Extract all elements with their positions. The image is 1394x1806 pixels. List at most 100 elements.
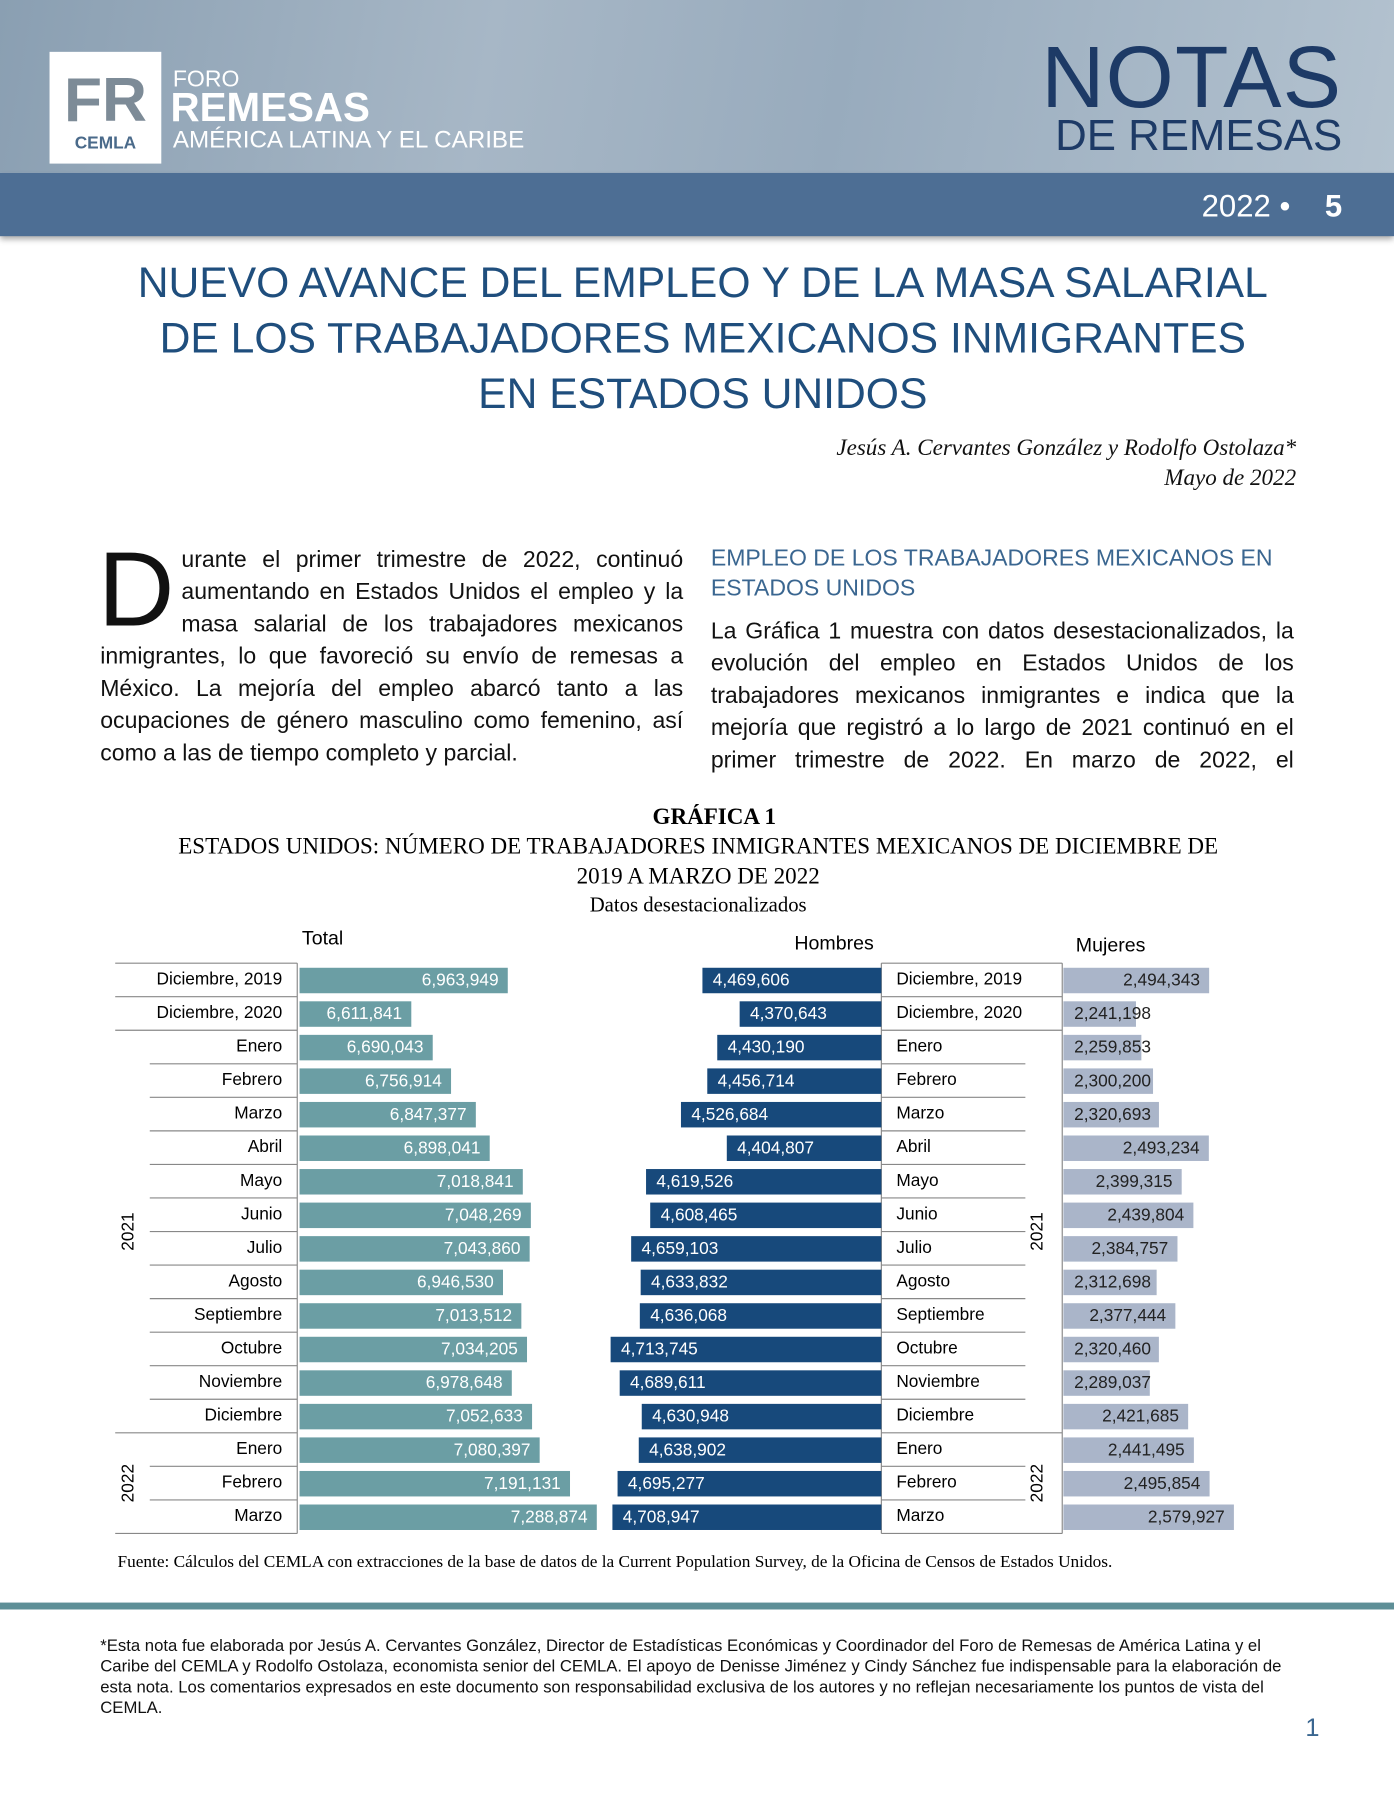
bar [299, 1135, 490, 1161]
series-header: Total [302, 928, 343, 950]
category-label: Febrero [222, 1069, 282, 1089]
value-label: 4,469,606 [713, 970, 790, 990]
value-label: 7,013,512 [435, 1305, 512, 1325]
intro-text: urante el primer trimestre de 2022, cont… [100, 547, 684, 767]
value-label: 7,048,269 [445, 1204, 522, 1224]
bar [299, 1169, 523, 1195]
value-label: 2,384,757 [1091, 1238, 1168, 1258]
value-label: 6,611,841 [327, 1003, 403, 1023]
bar [299, 1370, 512, 1396]
category-label: Agosto [228, 1270, 282, 1290]
category-label: Junio [241, 1203, 282, 1223]
category-label: Mayo [896, 1170, 938, 1190]
bar [1063, 1068, 1154, 1094]
bar [631, 1236, 882, 1262]
bar [299, 1101, 476, 1128]
chart-source: Fuente: Cálculos del CEMLA con extraccio… [118, 1552, 1113, 1571]
category-label: Marzo [234, 1103, 282, 1123]
value-label: 6,847,377 [390, 1104, 467, 1124]
category-label: Marzo [896, 1103, 944, 1123]
bar [610, 1336, 882, 1363]
value-label: 2,377,444 [1089, 1305, 1166, 1325]
category-label: Febrero [896, 1069, 956, 1089]
authors: Jesús A. Cervantes González y Rodolfo Os… [836, 435, 1297, 461]
value-label: 6,978,648 [426, 1372, 503, 1392]
issue-number: 5 [1324, 188, 1343, 224]
value-label: 2,320,460 [1074, 1339, 1151, 1359]
value-label: 4,526,684 [691, 1104, 768, 1124]
value-label: 4,630,948 [652, 1406, 729, 1426]
value-label: 2,312,698 [1074, 1272, 1151, 1292]
category-label: Febrero [896, 1472, 956, 1492]
group-label: 2022 [118, 1464, 138, 1502]
category-label: Marzo [896, 1505, 944, 1525]
bar [299, 1068, 452, 1094]
value-label: 7,043,860 [444, 1238, 521, 1258]
brand-region: AMÉRICA LATINA Y EL CARIBE [172, 126, 525, 154]
category-label: Enero [236, 1036, 282, 1056]
group-label: 2021 [118, 1212, 138, 1250]
series-subtitle: DE REMESAS [1055, 111, 1343, 161]
category-label: Abril [248, 1136, 283, 1156]
value-label: 4,713,745 [621, 1339, 698, 1359]
bar [1063, 1236, 1178, 1262]
bar [612, 1504, 882, 1530]
category-label: Enero [236, 1438, 282, 1458]
group-label: 2021 [1027, 1212, 1047, 1250]
bar [1063, 1437, 1194, 1463]
category-label: Mayo [240, 1170, 282, 1190]
bar [1063, 1269, 1157, 1296]
value-label: 6,946,530 [417, 1272, 494, 1292]
bar [639, 1303, 882, 1329]
document-title: NUEVO AVANCE DEL EMPLEO Y DE LA MASA SAL… [137, 259, 1268, 418]
logo: FR CEMLA [49, 51, 162, 164]
series-title: NOTAS [1041, 28, 1343, 127]
value-label: 4,608,465 [661, 1204, 738, 1224]
bar [1063, 1470, 1210, 1497]
value-label: 4,695,277 [628, 1473, 705, 1493]
value-label: 2,399,315 [1096, 1171, 1173, 1191]
category-label: Febrero [222, 1472, 282, 1492]
bar [299, 1269, 503, 1296]
bar [299, 967, 508, 994]
category-label: Diciembre, 2020 [157, 1002, 283, 1022]
category-label: Agosto [896, 1270, 950, 1290]
category-label: Diciembre, 2020 [896, 1002, 1022, 1022]
value-label: 6,756,914 [365, 1070, 442, 1090]
category-label: Enero [896, 1438, 942, 1458]
bar [299, 1202, 531, 1229]
drop-cap: D [97, 531, 175, 649]
value-label: 4,456,714 [718, 1070, 795, 1090]
bar [1063, 1001, 1136, 1027]
category-label: Junio [896, 1203, 937, 1223]
series-header: Hombres [794, 932, 874, 954]
value-label: 7,018,841 [437, 1171, 514, 1191]
value-label: 2,494,343 [1123, 970, 1200, 990]
value-label: 4,430,190 [728, 1037, 805, 1057]
bar [299, 1504, 597, 1530]
footnote: *Esta nota fue elaborada por Jesús A. Ce… [100, 1637, 1282, 1718]
issue-year: 2022 • [1201, 188, 1291, 224]
paragraph: La Gráfica 1 muestra con datos desestaci… [710, 618, 1294, 774]
bar [650, 1202, 882, 1229]
logo-mark: FR [63, 65, 147, 135]
bar [1063, 1370, 1150, 1396]
value-label: 4,633,832 [651, 1272, 728, 1292]
group-label: 2022 [1027, 1464, 1047, 1502]
value-label: 2,300,200 [1074, 1070, 1151, 1090]
bar [299, 1303, 522, 1329]
chart-label: GRÁFICA 1 [653, 803, 776, 829]
value-label: 4,370,643 [750, 1003, 827, 1023]
chart-subtitle: Datos desestacionalizados [590, 894, 807, 916]
category-label: Diciembre [205, 1405, 283, 1425]
logo-subtitle: CEMLA [74, 133, 137, 154]
value-label: 2,493,234 [1123, 1137, 1200, 1157]
category-label: Noviembre [896, 1371, 979, 1391]
value-label: 2,289,037 [1074, 1372, 1151, 1392]
bar [1063, 1135, 1209, 1161]
value-label: 2,421,685 [1102, 1406, 1179, 1426]
category-label: Septiembre [896, 1304, 984, 1324]
value-label: 4,689,611 [630, 1372, 706, 1392]
